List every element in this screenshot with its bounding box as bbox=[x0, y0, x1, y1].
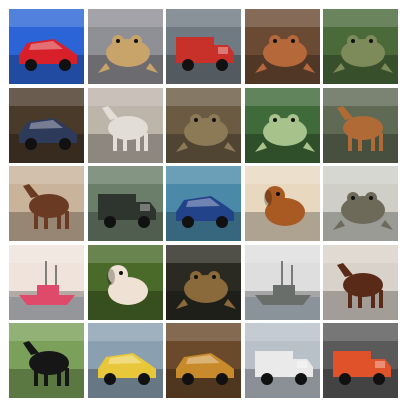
tile-image bbox=[245, 166, 320, 241]
image-tile bbox=[245, 166, 320, 241]
tile-image bbox=[9, 9, 84, 84]
image-tile bbox=[245, 245, 320, 320]
tile-image bbox=[166, 323, 241, 398]
image-tile bbox=[88, 245, 163, 320]
tile-image bbox=[88, 245, 163, 320]
image-tile bbox=[166, 88, 241, 163]
image-tile bbox=[9, 88, 84, 163]
image-tile bbox=[88, 323, 163, 398]
image-tile bbox=[9, 323, 84, 398]
tile-image bbox=[9, 88, 84, 163]
image-tile bbox=[9, 166, 84, 241]
image-tile bbox=[323, 245, 398, 320]
image-tile bbox=[166, 9, 241, 84]
tile-image bbox=[88, 9, 163, 84]
image-tile bbox=[88, 88, 163, 163]
tile-image bbox=[166, 88, 241, 163]
image-tile bbox=[323, 88, 398, 163]
tile-image bbox=[9, 245, 84, 320]
tile-image bbox=[88, 323, 163, 398]
tile-image bbox=[323, 88, 398, 163]
tile-image bbox=[323, 245, 398, 320]
image-tile bbox=[323, 323, 398, 398]
tile-image bbox=[245, 88, 320, 163]
tile-image bbox=[88, 166, 163, 241]
tile-image bbox=[9, 323, 84, 398]
image-tile bbox=[245, 88, 320, 163]
tile-image bbox=[323, 9, 398, 84]
image-tile bbox=[323, 9, 398, 84]
image-tile bbox=[166, 323, 241, 398]
tile-image bbox=[245, 9, 320, 84]
tile-image bbox=[166, 166, 241, 241]
tile-image bbox=[245, 323, 320, 398]
tile-image bbox=[166, 9, 241, 84]
image-tile bbox=[166, 245, 241, 320]
tile-image bbox=[166, 245, 241, 320]
image-tile bbox=[9, 245, 84, 320]
image-tile bbox=[323, 166, 398, 241]
image-tile bbox=[166, 166, 241, 241]
tile-image bbox=[245, 245, 320, 320]
tile-image bbox=[323, 166, 398, 241]
image-grid bbox=[9, 9, 398, 398]
image-tile bbox=[88, 166, 163, 241]
tile-image bbox=[323, 323, 398, 398]
image-tile bbox=[88, 9, 163, 84]
tile-image bbox=[88, 88, 163, 163]
image-tile bbox=[245, 323, 320, 398]
tile-image bbox=[9, 166, 84, 241]
image-tile bbox=[245, 9, 320, 84]
image-tile bbox=[9, 9, 84, 84]
